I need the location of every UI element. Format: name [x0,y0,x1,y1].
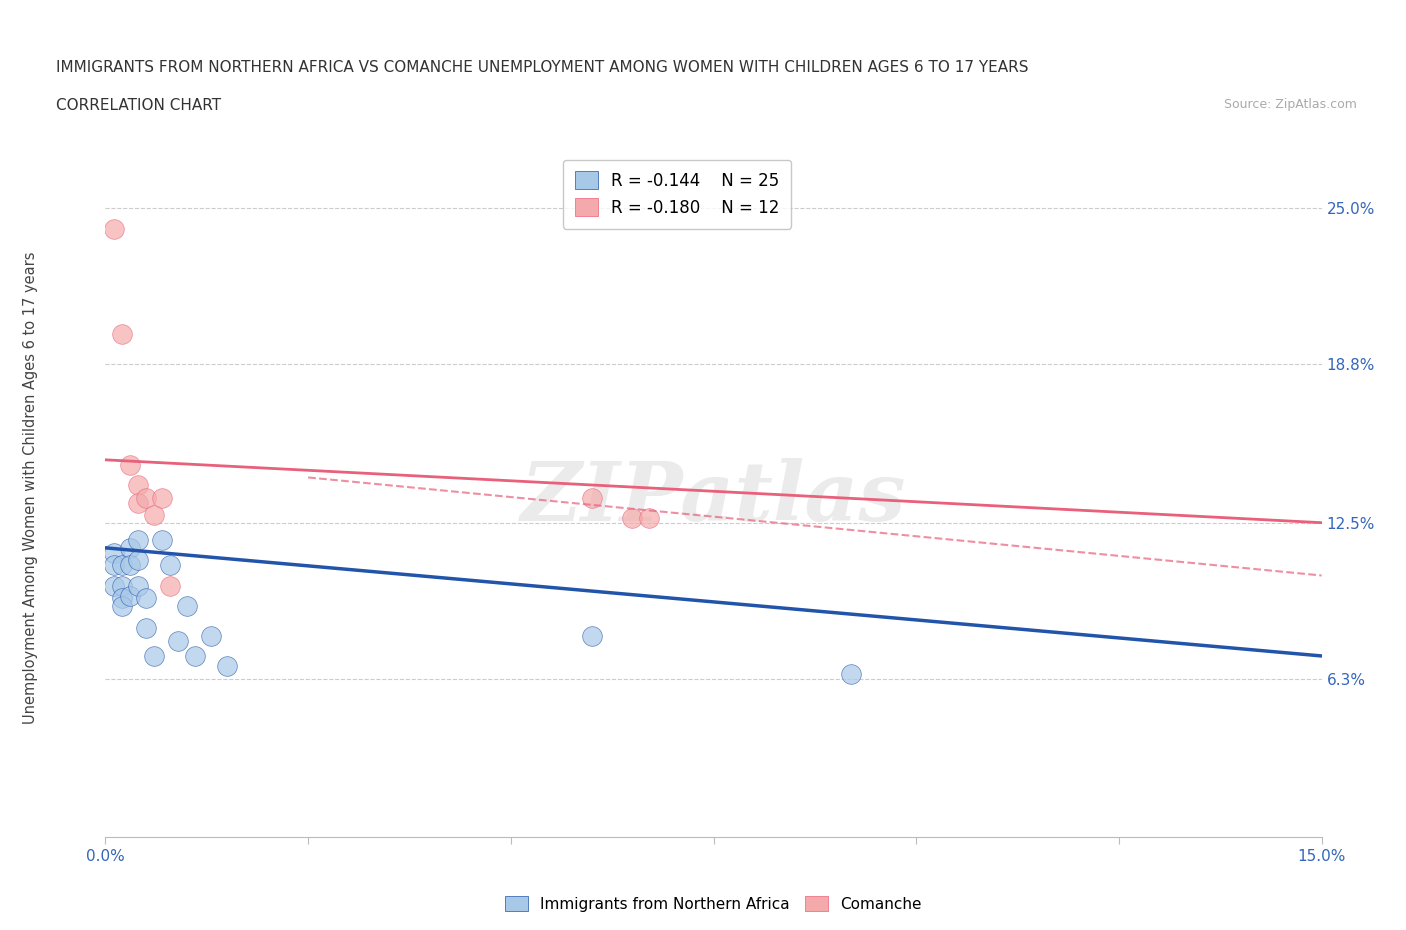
Point [127,495,149,510]
Point [111,591,134,605]
Text: IMMIGRANTS FROM NORTHERN AFRICA VS COMANCHE UNEMPLOYMENT AMONG WOMEN WITH CHILDR: IMMIGRANTS FROM NORTHERN AFRICA VS COMAN… [56,60,1029,75]
Point [581,629,603,644]
Point [143,648,166,663]
Point [183,648,205,663]
Point [118,558,141,573]
Point [621,511,644,525]
Point [103,221,125,236]
Point [135,490,157,505]
Point [103,578,125,593]
Point [103,558,125,573]
Point [143,508,166,523]
Point [135,621,157,636]
Point [127,533,149,548]
Point [135,591,157,605]
Point [841,666,863,681]
Point [159,558,181,573]
Point [118,540,141,555]
Point [637,511,659,525]
Point [127,477,149,492]
Point [150,533,173,548]
Point [581,490,603,505]
Point [111,578,134,593]
Text: Unemployment Among Women with Children Ages 6 to 17 years: Unemployment Among Women with Children A… [24,252,38,724]
Point [111,598,134,613]
Point [118,588,141,603]
Text: ZIPatlas: ZIPatlas [520,458,907,538]
Point [118,458,141,472]
Point [150,490,173,505]
Point [103,545,125,560]
Point [111,326,134,341]
Point [127,553,149,568]
Point [217,658,239,673]
Point [200,629,222,644]
Point [127,578,149,593]
Text: Source: ZipAtlas.com: Source: ZipAtlas.com [1223,98,1357,111]
Point [111,558,134,573]
Point [176,598,198,613]
Point [167,633,190,648]
Legend: R = -0.144    N = 25, R = -0.180    N = 12: R = -0.144 N = 25, R = -0.180 N = 12 [562,160,792,229]
Text: CORRELATION CHART: CORRELATION CHART [56,98,221,113]
Point [159,578,181,593]
